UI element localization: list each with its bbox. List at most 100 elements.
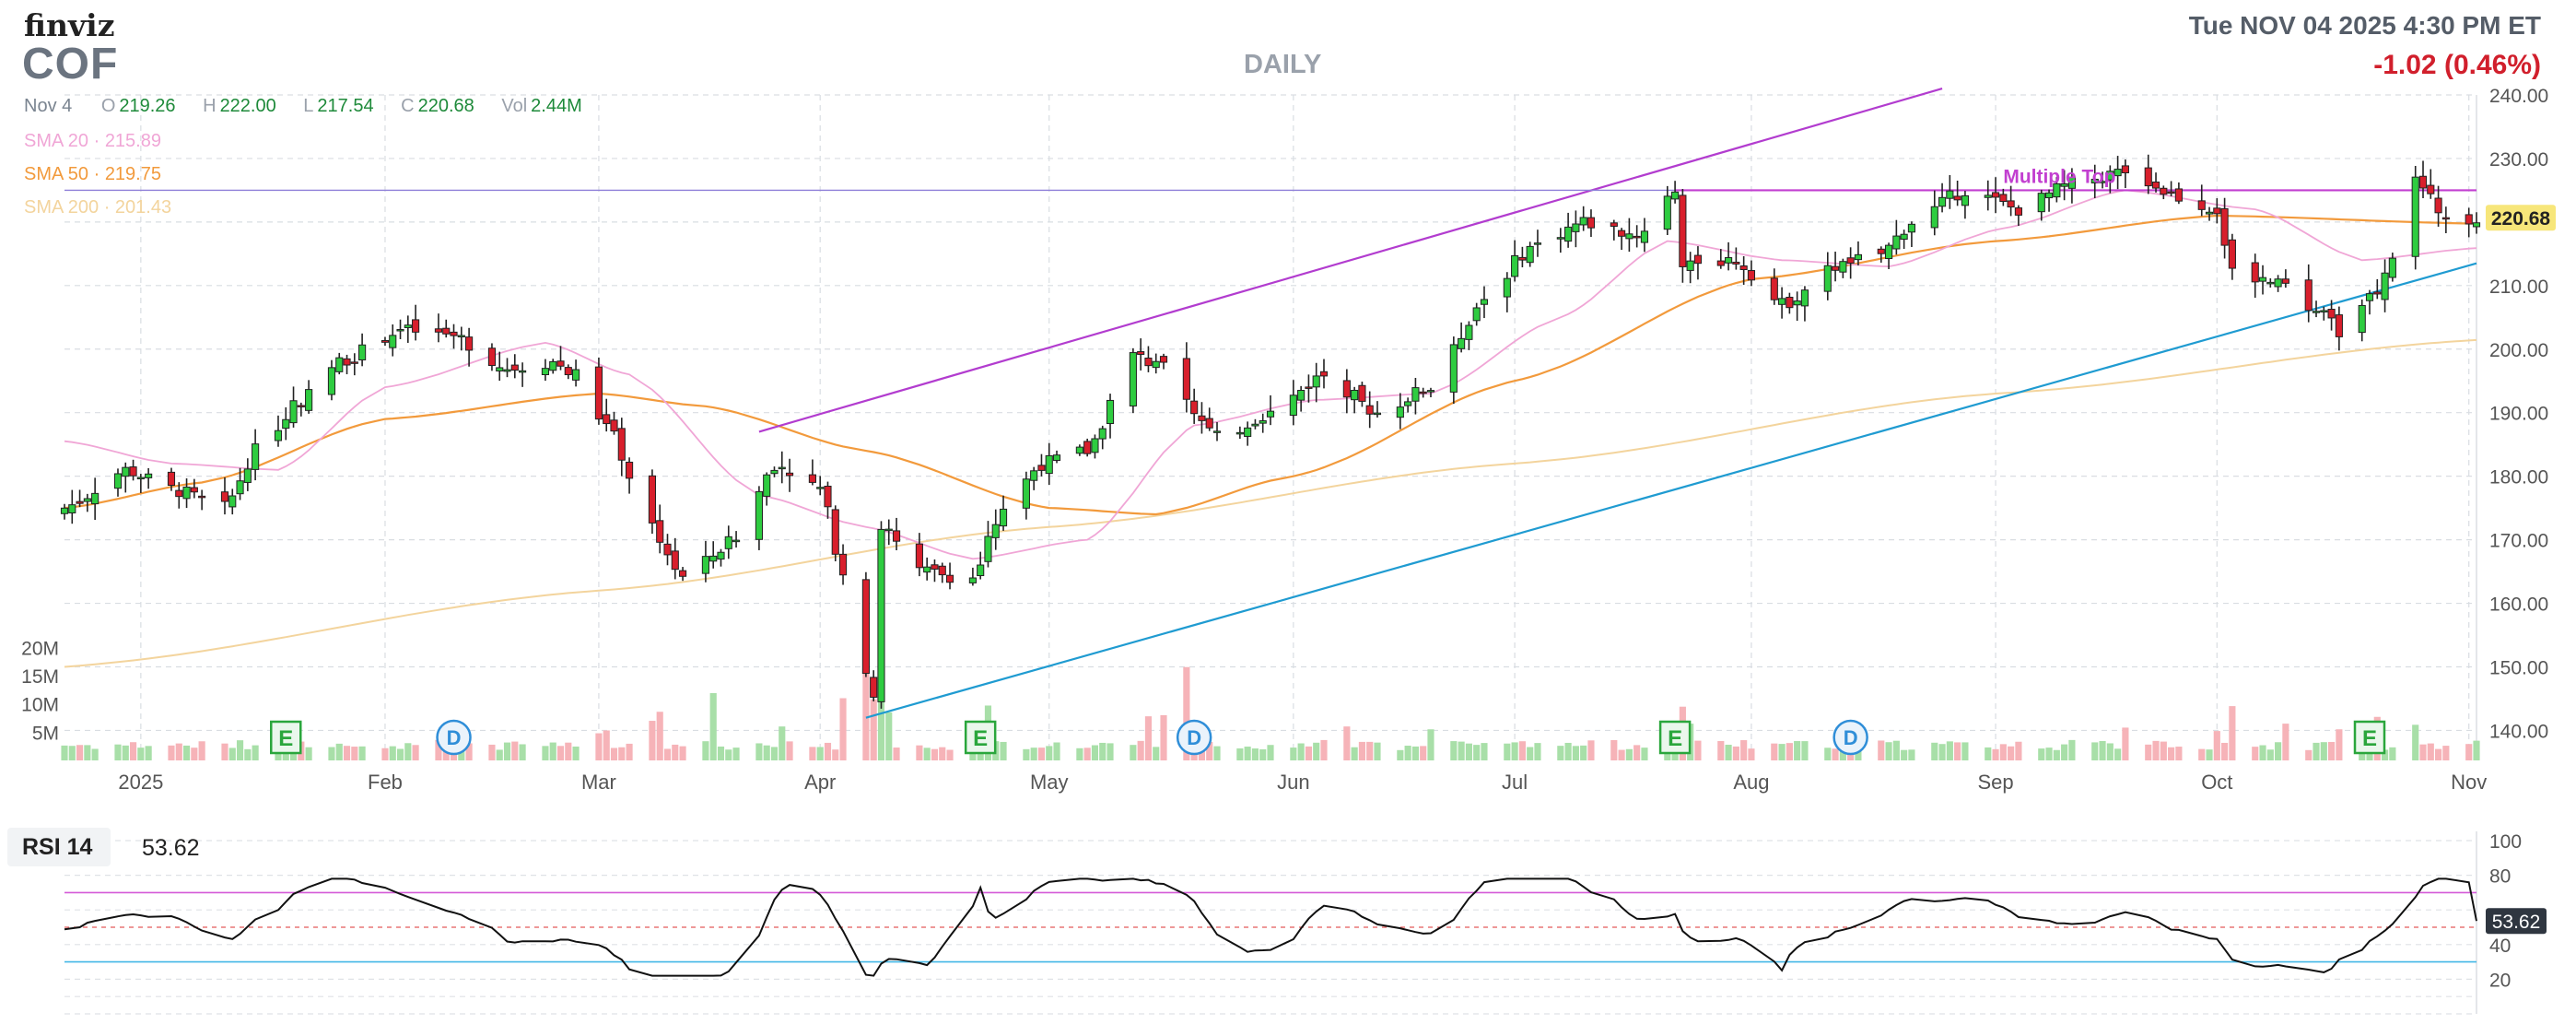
- volume-bar: [1564, 742, 1572, 760]
- candle-body: [1823, 265, 1832, 292]
- rsi-indicator-label[interactable]: RSI 14: [7, 828, 111, 866]
- volume-bar: [1885, 742, 1892, 760]
- volume-bar: [129, 742, 137, 760]
- volume-bar: [1343, 726, 1351, 760]
- sma50-legend[interactable]: SMA 50 · 219.75: [24, 164, 161, 184]
- volume-bar: [832, 749, 839, 760]
- volume-bar: [2015, 741, 2022, 760]
- sma200-line: [64, 338, 2477, 668]
- volume-bar: [2465, 744, 2473, 760]
- volume-bar: [2206, 749, 2213, 760]
- candle-body: [1900, 233, 1908, 241]
- time-tick-label: Jun: [1277, 771, 1309, 794]
- volume-bar: [2008, 746, 2015, 760]
- candle-body: [2014, 207, 2022, 216]
- volume-bar: [2168, 747, 2175, 760]
- volume-bar: [1130, 745, 1137, 760]
- rsi-value-tag: [2486, 908, 2547, 935]
- volume-bar: [2053, 749, 2060, 760]
- candle-body: [2121, 165, 2129, 173]
- candle-body: [1533, 242, 1542, 245]
- volume-bar: [663, 748, 672, 760]
- volume-bar: [2275, 742, 2282, 760]
- volume-bar: [236, 740, 244, 760]
- candle-body: [2266, 281, 2275, 285]
- finviz-logo[interactable]: finviz: [24, 7, 115, 43]
- volume-tick-label: 5M: [32, 723, 59, 744]
- candle-body: [2053, 182, 2061, 198]
- close-label: C: [401, 96, 415, 116]
- candle-body: [656, 520, 664, 543]
- earnings-marker: [1658, 720, 1692, 755]
- time-tick-label: Feb: [368, 771, 403, 794]
- volume-bar: [1458, 741, 1465, 760]
- volume-bar: [923, 748, 931, 760]
- volume-bar: [2099, 741, 2106, 760]
- volume-bar: [1320, 739, 1328, 760]
- candle-body: [1106, 399, 1115, 425]
- candle-body: [1480, 299, 1489, 305]
- candle-body: [556, 360, 565, 367]
- volume-bar: [824, 742, 832, 760]
- candle-body: [2205, 211, 2214, 215]
- volume-bar: [1946, 741, 1953, 760]
- volume-bar: [1000, 741, 1007, 760]
- rsi-indicator-value: 53.62: [142, 835, 200, 861]
- volume-bar: [396, 748, 404, 760]
- volume-bar: [435, 739, 442, 760]
- volume-bar: [2175, 747, 2183, 760]
- volume-bar: [358, 746, 366, 760]
- volume-bar: [1801, 741, 1809, 760]
- candle-body: [1319, 371, 1329, 377]
- candle-body: [404, 324, 412, 328]
- candle-body: [510, 364, 519, 371]
- volume-bar: [244, 748, 252, 760]
- volume-bar: [2389, 747, 2396, 760]
- candle-body: [1411, 387, 1420, 402]
- candle-body: [1342, 380, 1351, 398]
- candle-body: [289, 400, 298, 424]
- volume-bar: [1244, 747, 1251, 760]
- volume-bar: [1099, 742, 1107, 760]
- price-tick-label: 160.00: [2489, 595, 2548, 616]
- volume-bar: [2229, 706, 2236, 760]
- candle-body: [1946, 190, 1954, 199]
- volume-bar: [1878, 740, 1885, 760]
- candle-body: [1190, 400, 1199, 415]
- candle-body: [2441, 217, 2450, 220]
- candle-body: [1419, 391, 1427, 394]
- volume-bar: [1465, 743, 1472, 760]
- candle-body: [1205, 418, 1213, 429]
- candle-body: [389, 335, 397, 348]
- candle-body: [968, 577, 977, 583]
- volume-bar: [870, 699, 877, 760]
- candle-body: [2044, 192, 2054, 199]
- volume-bar: [2221, 742, 2229, 760]
- volume-bar: [725, 749, 732, 760]
- earnings-marker-label: E: [973, 726, 988, 751]
- candle-body: [1052, 454, 1061, 461]
- sma200-legend[interactable]: SMA 200 · 201.43: [24, 197, 172, 218]
- volume-bar: [763, 745, 770, 760]
- candle-body: [1739, 265, 1748, 270]
- volume-bar: [404, 743, 412, 760]
- volume-bar: [931, 748, 939, 760]
- trendlines[interactable]: [64, 88, 2477, 719]
- volume-bar: [1824, 748, 1832, 760]
- rsi-tick-label: 80: [2489, 866, 2511, 888]
- volume-bar: [1557, 746, 1564, 760]
- candle-body: [923, 566, 931, 573]
- candle-body: [808, 474, 816, 483]
- candle-body: [1083, 441, 1092, 454]
- candle-body: [2160, 187, 2168, 195]
- candle-body: [984, 536, 992, 562]
- candle-body: [220, 491, 229, 502]
- candle-body: [1556, 237, 1564, 240]
- volume-bar: [2145, 744, 2152, 760]
- volume-bar: [1625, 748, 1633, 760]
- volume-bar: [1961, 742, 1969, 760]
- candle-body: [1449, 344, 1458, 393]
- sma20-legend[interactable]: SMA 20 · 215.89: [24, 131, 161, 151]
